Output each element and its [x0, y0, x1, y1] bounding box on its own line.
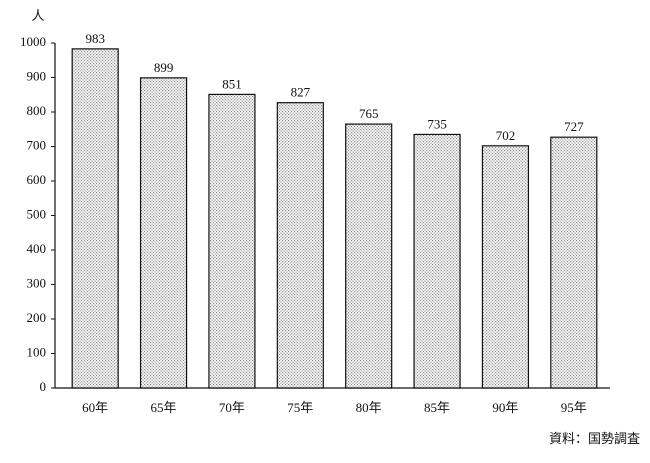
y-tick-label: 100: [27, 344, 47, 359]
bar: [481, 145, 530, 389]
data-label: 735: [427, 116, 447, 131]
y-tick-label: 400: [27, 241, 47, 256]
x-tick-label: 90年: [492, 400, 518, 415]
data-label: 899: [154, 60, 174, 75]
bar: [345, 123, 393, 389]
data-label: 765: [359, 106, 379, 121]
data-label: 702: [496, 128, 516, 143]
y-tick-label: 900: [27, 68, 47, 83]
x-tick-label: 95年: [561, 400, 587, 415]
data-label: 851: [222, 76, 242, 91]
data-label: 727: [564, 119, 584, 134]
bar: [413, 133, 461, 389]
bar: [276, 102, 324, 389]
x-tick-label: 80年: [356, 400, 382, 415]
x-tick-label: 70年: [219, 400, 245, 415]
y-tick-label: 500: [27, 206, 47, 221]
x-tick-label: 75年: [287, 400, 313, 415]
data-label: 983: [85, 31, 105, 46]
y-tick-label: 800: [27, 103, 47, 118]
bar: [208, 93, 256, 389]
source-note: 資料：国勢調査: [549, 431, 640, 446]
y-tick-label: 0: [40, 379, 47, 394]
data-label: 827: [291, 85, 311, 100]
y-axis-label: 人: [31, 8, 44, 23]
x-tick-label: 65年: [151, 400, 177, 415]
y-tick-label: 700: [27, 137, 47, 152]
x-tick-label: 85年: [424, 400, 450, 415]
bar: [550, 136, 598, 389]
y-tick-label: 300: [27, 275, 47, 290]
y-tick-label: 200: [27, 310, 47, 325]
x-tick-label: 60年: [82, 400, 108, 415]
y-tick-label: 600: [27, 172, 47, 187]
bar: [71, 48, 119, 389]
y-tick-label: 1000: [20, 34, 46, 49]
bar: [139, 77, 188, 389]
